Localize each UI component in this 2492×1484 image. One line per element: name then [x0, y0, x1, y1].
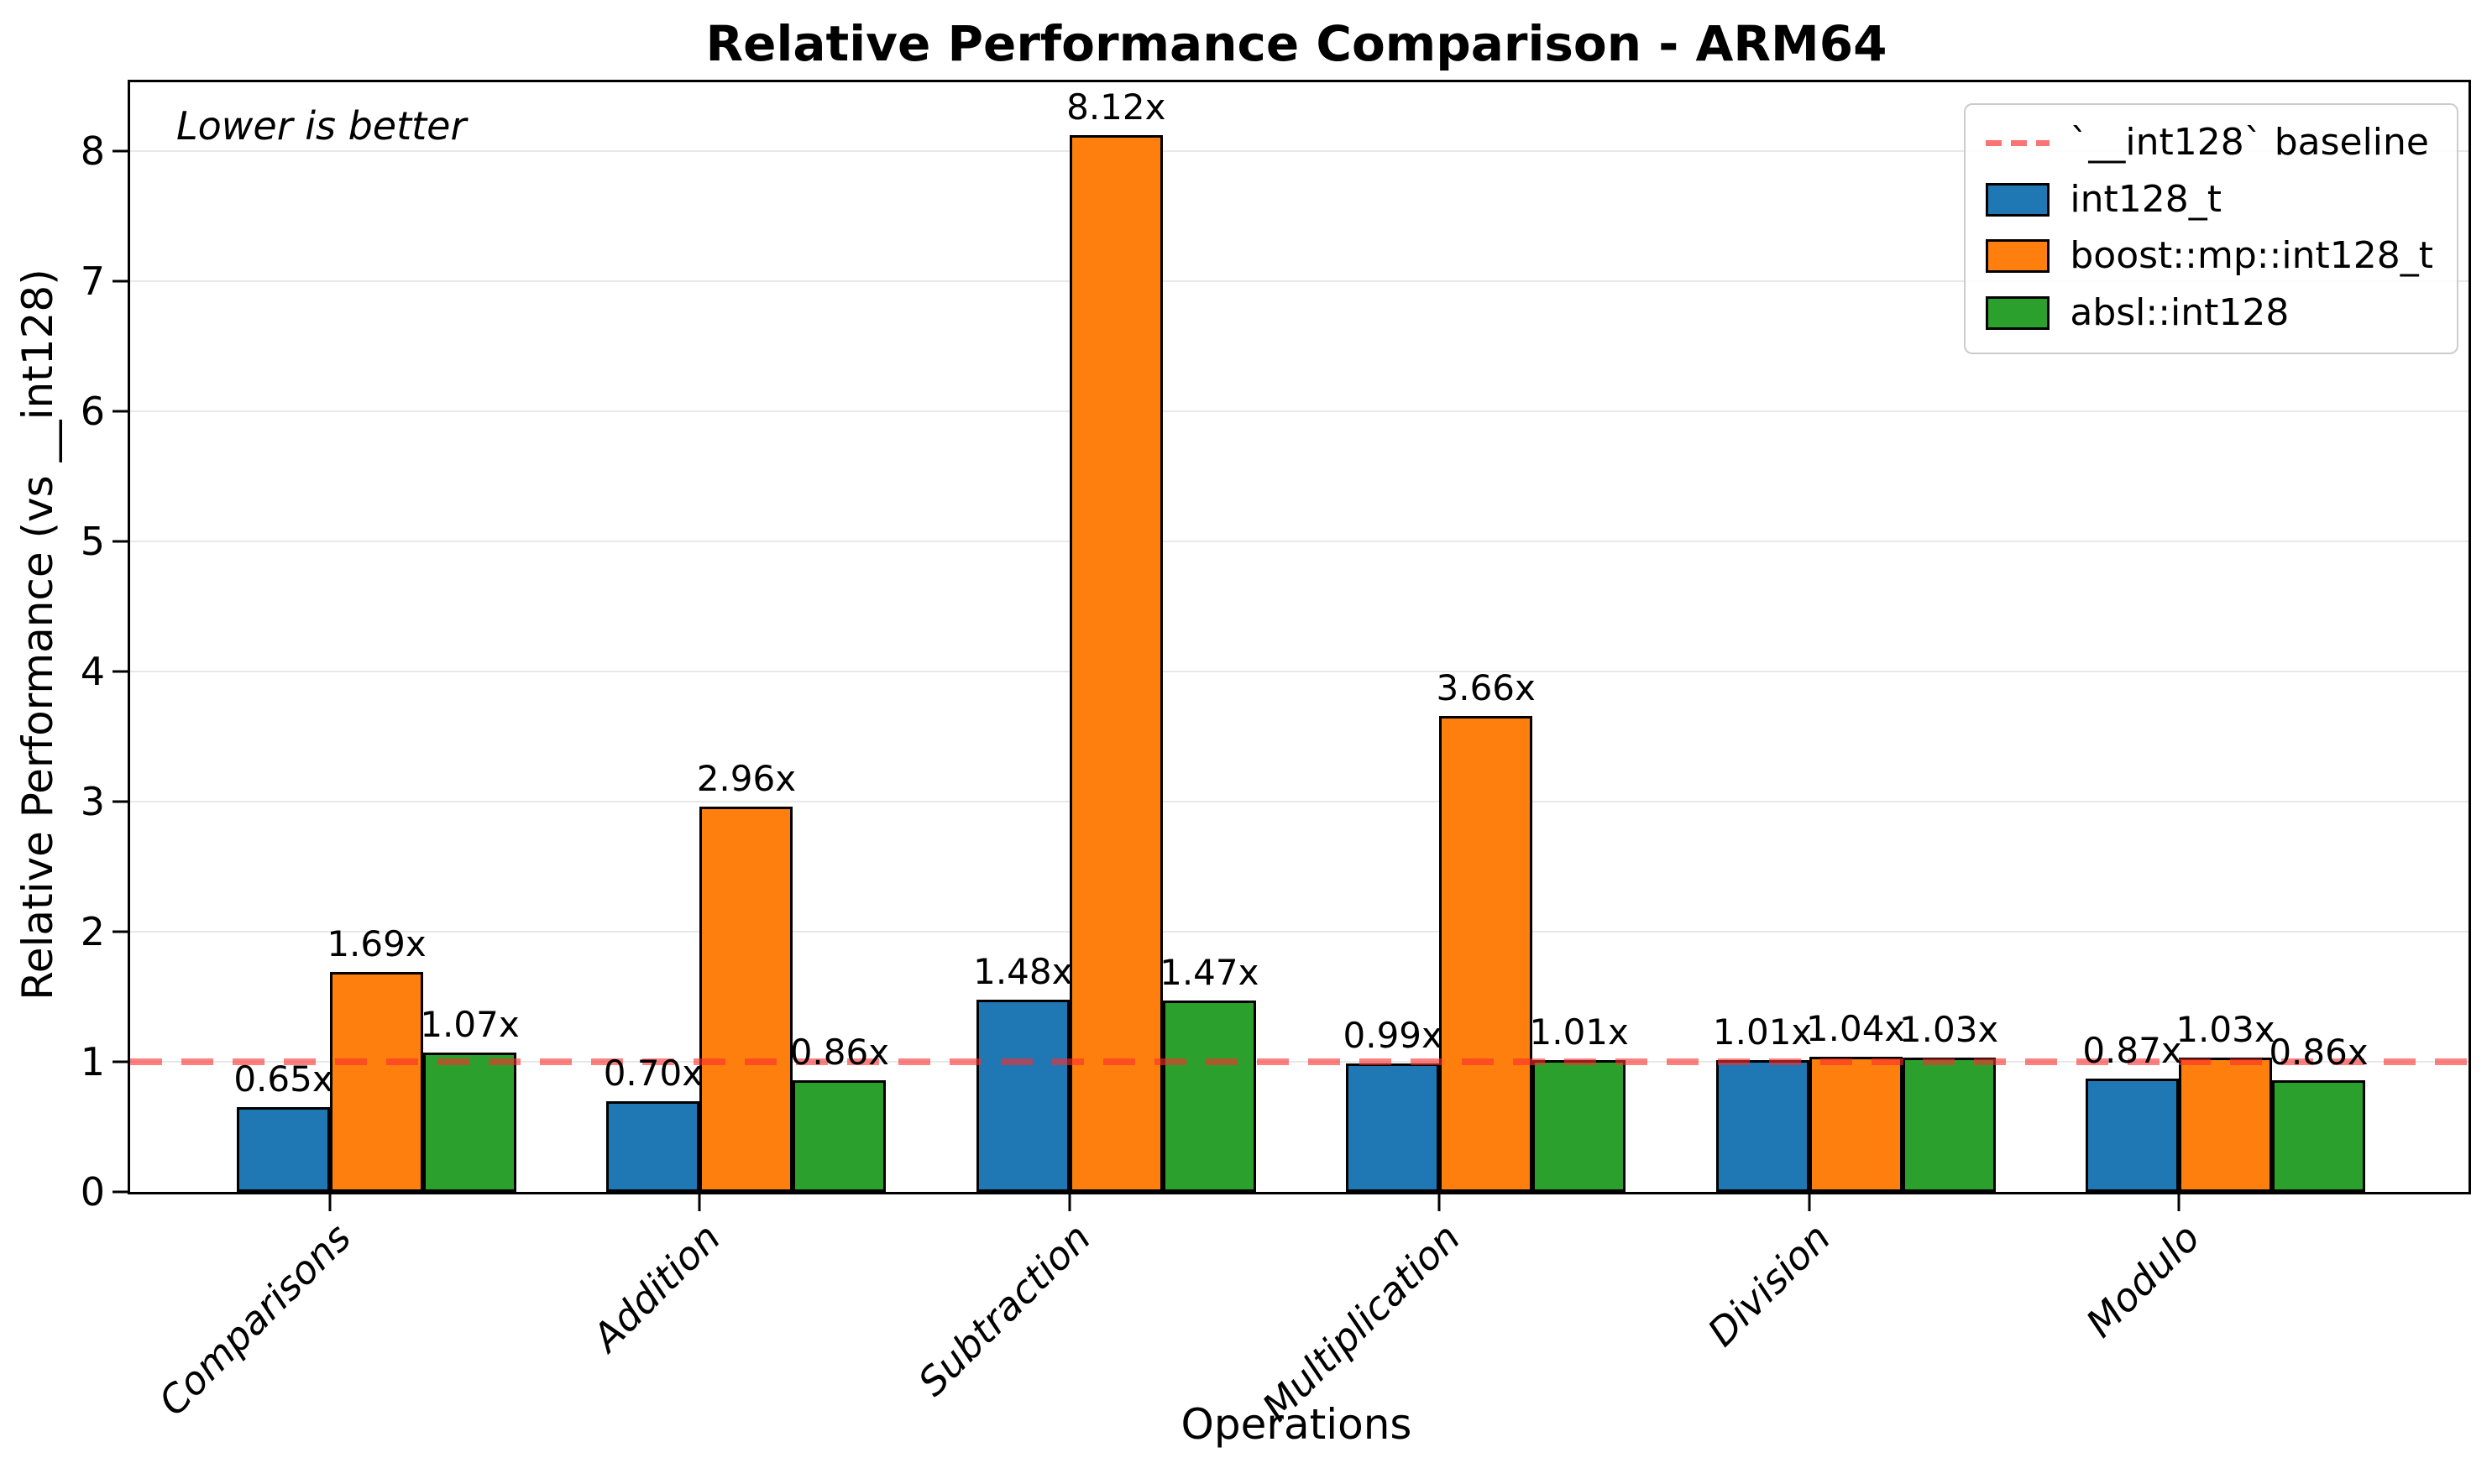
legend-swatch-boost-mp-int128-t [1986, 239, 2050, 274]
y-tick-label: 6 [80, 389, 105, 434]
legend-swatch-absl-int128 [1986, 296, 2050, 331]
bar-int128_t-multiplication [1346, 1063, 1440, 1192]
bar-value-label: 1.03x [2175, 1009, 2275, 1051]
bar-value-label: 8.12x [1066, 86, 1166, 128]
legend-baseline-line-sample [1986, 139, 2050, 146]
bar-boost::mp::int128_t-modulo [2179, 1058, 2272, 1192]
plot-area: Lower is better `__int128` baseline int12… [81, 80, 2471, 1430]
bar-int128_t-comparisons [237, 1107, 330, 1192]
x-tick-mark [1808, 1194, 1811, 1211]
y-tick-label: 5 [80, 519, 105, 564]
legend-label: `__int128` baseline [2070, 121, 2429, 164]
bar-int128_t-addition [606, 1100, 700, 1192]
x-tick-mark [698, 1194, 701, 1211]
bar-boost::mp::int128_t-multiplication [1439, 715, 1533, 1192]
y-tick-label: 3 [80, 779, 105, 824]
bar-absl::int128-subtraction [1162, 1001, 1256, 1192]
bar-value-label: 3.66x [1436, 666, 1536, 708]
bar-boost::mp::int128_t-subtraction [1069, 135, 1163, 1192]
lower-is-better-note: Lower is better [176, 103, 467, 149]
legend-item: absl::int128 [1986, 290, 2433, 335]
bar-value-label: 0.86x [2269, 1031, 2369, 1073]
bar-boost::mp::int128_t-addition [699, 807, 793, 1192]
gridline-y2 [130, 931, 2468, 933]
x-tick-label-comparisons: Comparisons [149, 1215, 360, 1425]
bar-value-label: 1.04x [1805, 1007, 1906, 1049]
legend-swatch-int128-t [1986, 182, 2050, 217]
x-tick-label-division: Division [1698, 1215, 1839, 1356]
legend-item: int128_t [1986, 177, 2433, 222]
x-tick-label-subtraction: Subtraction [908, 1215, 1100, 1405]
bar-value-label: 1.69x [327, 923, 427, 965]
bar-value-label: 1.47x [1160, 952, 1259, 994]
x-tick-mark [2177, 1194, 2180, 1211]
bar-absl::int128-division [1902, 1058, 1996, 1192]
y-tick-label: 1 [80, 1039, 105, 1084]
x-tick-mark [1068, 1194, 1071, 1211]
y-tick-label: 7 [80, 259, 105, 304]
bar-int128_t-subtraction [976, 999, 1070, 1192]
x-tick-mark [328, 1194, 332, 1211]
baseline-dashed-line [130, 1058, 2468, 1065]
bar-value-label: 0.86x [789, 1031, 890, 1073]
bar-boost::mp::int128_t-division [1809, 1056, 1903, 1192]
bar-value-label: 0.87x [2082, 1030, 2182, 1072]
y-axis-label: Relative Performance (vs __int128) [13, 269, 62, 1001]
bar-absl::int128-comparisons [423, 1053, 516, 1192]
legend-item: `__int128` baseline [1986, 121, 2433, 165]
legend-item: boost::mp::int128_t [1986, 235, 2433, 278]
bar-value-label: 1.01x [1712, 1011, 1813, 1053]
gridline-y8 [130, 150, 2468, 152]
y-tick-mark [113, 280, 128, 283]
legend-label: absl::int128 [2070, 290, 2290, 334]
bar-value-label: 0.99x [1343, 1014, 1442, 1056]
y-tick-mark [113, 1060, 128, 1063]
x-tick-label-modulo: Modulo [2077, 1215, 2209, 1346]
y-tick-label: 4 [80, 649, 105, 694]
legend-label: int128_t [2070, 177, 2222, 221]
x-tick-label-addition: Addition [584, 1215, 730, 1361]
y-tick-mark [113, 800, 128, 803]
x-axis-label: Operations [1181, 1400, 1412, 1449]
chart-title: Relative Performance Comparison - ARM64 [705, 15, 1887, 72]
bar-absl::int128-multiplication [1532, 1060, 1626, 1192]
bar-value-label: 1.01x [1529, 1011, 1629, 1053]
bar-value-label: 1.03x [1898, 1009, 1999, 1051]
bar-absl::int128-modulo [2272, 1079, 2365, 1192]
bar-value-label: 1.07x [420, 1004, 520, 1046]
y-tick-mark [113, 930, 128, 933]
y-tick-label: 8 [80, 128, 105, 174]
bar-value-label: 0.65x [233, 1058, 333, 1100]
y-tick-label: 0 [80, 1169, 105, 1215]
bar-int128_t-modulo [2086, 1079, 2179, 1192]
y-tick-mark [113, 1190, 128, 1194]
gridline-y4 [130, 671, 2468, 672]
legend-label: boost::mp::int128_t [2070, 234, 2433, 278]
y-tick-mark [113, 670, 128, 673]
gridline-y5 [130, 541, 2468, 542]
bar-value-label: 0.70x [603, 1052, 704, 1094]
bar-int128_t-division [1715, 1060, 1809, 1192]
y-tick-mark [113, 410, 128, 413]
gridline-y7 [130, 280, 2468, 282]
y-tick-mark [113, 149, 128, 153]
x-tick-mark [1437, 1194, 1441, 1211]
y-tick-label: 2 [80, 909, 105, 954]
gridline-y3 [130, 801, 2468, 802]
bar-boost::mp::int128_t-comparisons [330, 972, 423, 1192]
gridline-y6 [130, 410, 2468, 412]
bar-value-label: 1.48x [973, 950, 1073, 992]
bar-absl::int128-addition [793, 1079, 887, 1192]
bar-value-label: 2.96x [696, 758, 797, 800]
y-tick-mark [113, 540, 128, 543]
x-tick-label-multiplication: Multiplication [1254, 1215, 1469, 1430]
